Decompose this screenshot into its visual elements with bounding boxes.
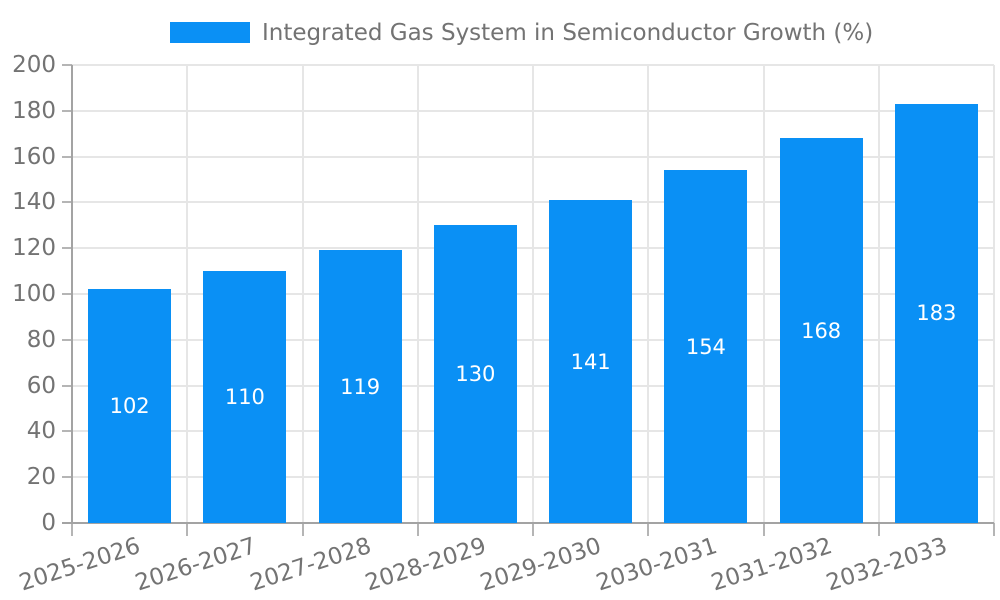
gridline-vertical [647,65,650,523]
bar[interactable] [88,289,172,523]
y-axis-tick [62,384,72,387]
gridline-vertical [416,65,419,523]
bar[interactable] [433,225,517,523]
bar[interactable] [779,138,863,523]
x-axis-tick [416,523,419,536]
bar-value-label: 183 [916,301,957,326]
x-axis-tick [993,523,995,536]
y-axis-tick [62,64,72,66]
bar-value-label: 168 [801,318,842,343]
x-axis-tick [762,523,765,536]
x-axis-tick [186,523,189,536]
y-axis-tick [62,293,72,295]
y-axis-tick [62,338,72,341]
x-axis-label: 2030-2031 [592,533,720,597]
y-axis-label: 200 [12,52,56,78]
x-axis-tick [532,523,534,536]
y-axis-label: 140 [12,189,56,216]
bar-value-label: 154 [685,334,726,359]
y-axis-label: 20 [26,464,56,491]
y-axis-label: 120 [12,235,56,262]
y-axis-tick [62,201,72,204]
bar[interactable] [894,103,978,523]
x-axis-tick [71,523,73,536]
gridline-vertical [993,65,995,523]
gridline-vertical [301,65,304,523]
bar-value-label: 130 [455,362,496,387]
bar-value-label: 119 [340,374,381,399]
y-axis-label: 80 [26,326,56,353]
bar[interactable] [318,250,402,523]
bar-value-label: 110 [224,385,265,410]
y-axis-label: 40 [26,418,56,445]
x-axis-label: 2025-2026 [16,533,144,597]
bar[interactable] [203,271,287,523]
gridline-vertical [186,65,189,523]
x-axis-label: 2032-2033 [823,533,951,597]
gridline-vertical [532,65,534,523]
x-axis-label: 2026-2027 [131,533,259,597]
x-axis-tick [877,523,880,536]
gridline-vertical [877,65,880,523]
y-axis-label: 100 [12,281,56,307]
y-axis-line [71,65,73,523]
x-axis-label: 2031-2032 [707,533,836,597]
x-axis-line [62,522,994,524]
y-axis-tick [62,247,72,250]
y-axis-label: 60 [26,372,56,399]
x-axis-tick [647,523,650,536]
x-axis-label: 2027-2028 [246,533,375,597]
y-axis-label: 160 [12,143,56,170]
x-axis-tick [301,523,304,536]
y-axis-tick [62,476,72,479]
bar[interactable] [549,200,633,523]
x-axis-label: 2028-2029 [362,533,490,597]
gridline-vertical [762,65,765,523]
bar-value-label: 141 [570,349,611,374]
y-axis-tick [62,430,72,433]
bar-value-label: 102 [109,394,150,419]
y-axis-label: 0 [41,510,56,536]
bar[interactable] [664,170,748,523]
y-axis-label: 180 [12,97,56,124]
y-axis-tick [62,155,72,158]
legend-label: Integrated Gas System in Semiconductor G… [262,20,874,46]
x-axis-label: 2029-2030 [477,533,605,597]
y-axis-tick [62,109,72,112]
legend-swatch[interactable] [170,22,250,43]
